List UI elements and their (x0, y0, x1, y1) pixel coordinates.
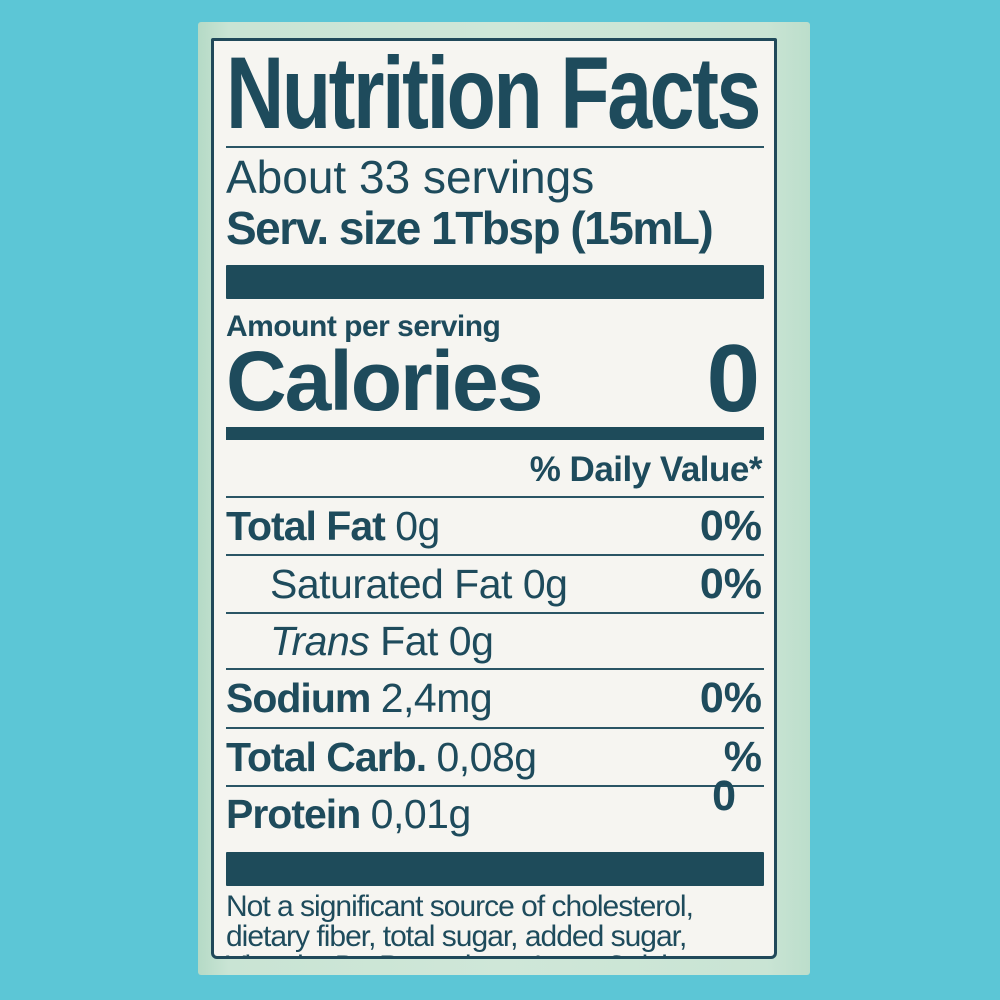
footnote-line-1: Not a significant source of cholesterol, (226, 889, 694, 923)
nutrition-facts-title: Nutrition Facts (226, 38, 761, 150)
nutrient-row: Trans Fat 0g (226, 614, 764, 671)
nutrient-daily-value: 0 (712, 771, 736, 820)
separator-bar-bottom (226, 851, 764, 886)
nutrient-name-amount: Trans Fat 0g (270, 618, 494, 665)
daily-value-header: % Daily Value* (226, 440, 764, 499)
nutrient-daily-value: % (723, 732, 762, 781)
nutrient-row: Protein 0,01g 0 (226, 774, 764, 841)
separator-bar-top (226, 265, 764, 300)
nutrient-name-amount: Total Fat 0g (226, 503, 440, 550)
calories-divider (226, 427, 764, 441)
footnote-line-3: Vitamin D, Potassium, Iron, Calcium (226, 952, 764, 956)
nutrient-daily-value: 0% (699, 674, 762, 723)
nutrient-daily-value: 0% (699, 560, 762, 609)
nutrient-name-amount: Saturated Fat 0g (270, 561, 568, 608)
nutrient-daily-value: 0% (699, 502, 762, 551)
calories-row: Calories 0 (226, 325, 764, 433)
nutrition-facts-label: Nutrition Facts About 33 servings Serv. … (211, 38, 777, 959)
servings-count: About 33 servings (226, 150, 595, 203)
nutrient-row: Saturated Fat 0g 0% (226, 556, 764, 615)
nutrient-row: Sodium 2,4mg 0% (226, 670, 764, 729)
bottle-surface: Nutrition Facts About 33 servings Serv. … (198, 22, 810, 975)
nutrient-row: Total Carb. 0,08g% (226, 729, 764, 787)
serving-size: Serv. size 1Tbsp (15mL) (226, 201, 714, 254)
nutrient-name-amount: Sodium 2,4mg (226, 675, 493, 722)
footnote: Not a significant source of cholesterol,… (226, 889, 764, 956)
calories-label: Calories (226, 334, 543, 429)
nutrient-row: Total Fat 0g 0% (226, 498, 764, 557)
footnote-line-2: dietary fiber, total sugar, added sugar, (226, 920, 687, 954)
title-divider (226, 145, 764, 148)
nutrient-rows: Total Fat 0g 0% Saturated Fat 0g 0% Trans Fa… (226, 498, 764, 841)
nutrient-name-amount: Total Carb. 0,08g (226, 733, 537, 780)
amount-per-serving-label: Amount per serving (226, 310, 501, 344)
calories-value: 0 (706, 325, 760, 433)
nutrient-name-amount: Protein 0,01g (226, 790, 471, 837)
